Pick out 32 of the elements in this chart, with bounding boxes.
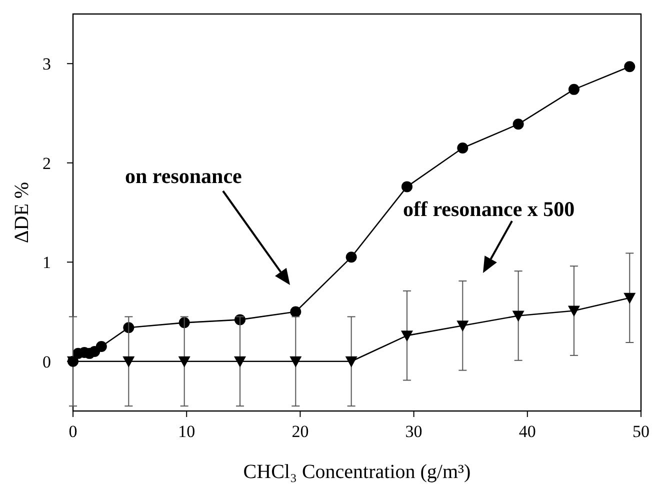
point bbox=[512, 310, 524, 322]
point bbox=[624, 292, 636, 304]
annotation: off resonance x 500 bbox=[403, 197, 575, 221]
x-tick-label: 30 bbox=[405, 422, 422, 441]
x-tick-label: 50 bbox=[632, 422, 650, 441]
y-tick-label: 2 bbox=[42, 154, 51, 173]
x-axis-title: CHCl₃ Concentration (g/m³) bbox=[243, 461, 471, 483]
point bbox=[96, 340, 107, 352]
point bbox=[456, 320, 469, 332]
x-tick-label: 40 bbox=[518, 422, 536, 441]
point bbox=[345, 356, 358, 368]
x-tick-label: 0 bbox=[68, 422, 78, 441]
point bbox=[568, 306, 580, 317]
y-tick-label: 1 bbox=[42, 253, 51, 272]
point bbox=[568, 84, 580, 95]
point bbox=[122, 356, 135, 368]
point bbox=[290, 306, 302, 318]
point bbox=[512, 118, 524, 130]
x-tick-label: 10 bbox=[178, 422, 196, 441]
point bbox=[457, 142, 468, 154]
annotation: on resonance bbox=[125, 164, 242, 188]
point bbox=[178, 356, 190, 368]
point bbox=[346, 252, 357, 263]
y-tick-label: 0 bbox=[42, 352, 51, 372]
point bbox=[400, 330, 413, 342]
point bbox=[234, 356, 246, 368]
y-axis-title: ΔDE % bbox=[11, 182, 33, 244]
point bbox=[401, 181, 412, 192]
point bbox=[290, 356, 302, 368]
x-tick-label: 20 bbox=[292, 422, 309, 441]
point bbox=[624, 61, 636, 72]
y-tick-label: 3 bbox=[42, 54, 51, 74]
